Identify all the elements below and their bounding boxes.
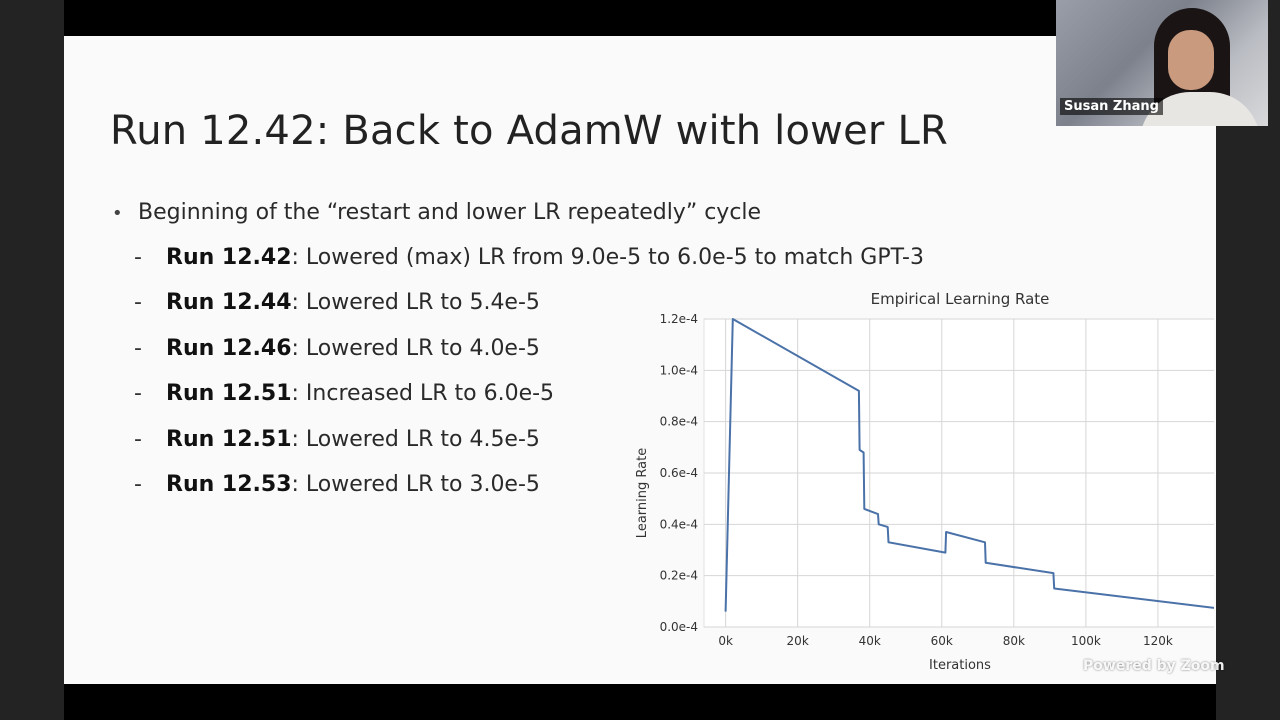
- y-tick-label: 1.0e-4: [660, 363, 698, 377]
- window-left-edge: [0, 0, 64, 720]
- dash-marker: -: [134, 472, 142, 497]
- run-name: Run 12.53: [166, 472, 292, 497]
- y-tick-label: 0.8e-4: [660, 415, 698, 429]
- y-tick-label: 1.2e-4: [660, 312, 698, 326]
- x-tick-label: 20k: [787, 634, 809, 648]
- run-name: Run 12.51: [166, 427, 292, 452]
- run-name: Run 12.51: [166, 381, 292, 406]
- run-description: : Lowered LR to 5.4e-5: [291, 290, 540, 315]
- sub-bullet: - Run 12.42: Lowered (max) LR from 9.0e-5…: [134, 245, 924, 270]
- y-tick-label: 0.2e-4: [660, 569, 698, 583]
- y-tick-label: 0.4e-4: [660, 517, 698, 531]
- dash-marker: -: [134, 427, 142, 452]
- sub-bullet: - Run 12.46: Lowered LR to 4.0e-5: [134, 336, 540, 361]
- x-tick-label: 0k: [718, 634, 733, 648]
- dash-marker: -: [134, 290, 142, 315]
- run-description: : Lowered LR to 4.5e-5: [291, 427, 540, 452]
- participant-face: [1168, 30, 1214, 90]
- run-name: Run 12.44: [166, 290, 292, 315]
- screen-share-top-bar: [64, 0, 1216, 36]
- learning-rate-chart: Empirical Learning Rate Iterations Learn…: [635, 290, 1214, 673]
- slide-title: Run 12.42: Back to AdamW with lower LR: [110, 108, 948, 154]
- bullet-dot: •: [112, 203, 123, 224]
- sub-bullet: - Run 12.44: Lowered LR to 5.4e-5: [134, 290, 540, 315]
- participant-name: Susan Zhang: [1060, 98, 1163, 115]
- x-tick-label: 80k: [1003, 634, 1025, 648]
- run-name: Run 12.46: [166, 336, 292, 361]
- main-bullet-text: Beginning of the “restart and lower LR r…: [138, 200, 762, 225]
- x-tick-label: 100k: [1071, 634, 1101, 648]
- sub-bullet: - Run 12.51: Increased LR to 6.0e-5: [134, 381, 554, 406]
- plot-area: 0.0e-4 0.2e-4 0.4e-4 0.6e-4 0.8e-4 1.0e-4 1.2e…: [660, 312, 1214, 648]
- run-description: : Lowered LR to 3.0e-5: [291, 472, 540, 497]
- run-description: : Lowered (max) LR from 9.0e-5 to 6.0e-5…: [291, 245, 924, 270]
- y-tick-label: 0.0e-4: [660, 620, 698, 634]
- sub-bullet: - Run 12.51: Lowered LR to 4.5e-5: [134, 427, 540, 452]
- chart-title: Empirical Learning Rate: [871, 290, 1050, 308]
- presentation-slide: Run 12.42: Back to AdamW with lower LR •…: [64, 36, 1216, 684]
- sub-bullet: - Run 12.53: Lowered LR to 3.0e-5: [134, 472, 540, 497]
- participant-video-tile[interactable]: Susan Zhang: [1056, 0, 1268, 126]
- run-description: : Lowered LR to 4.0e-5: [291, 336, 540, 361]
- run-description: : Increased LR to 6.0e-5: [291, 381, 555, 406]
- x-tick-label: 120k: [1143, 634, 1173, 648]
- learning-rate-line: [724, 318, 1214, 612]
- dash-marker: -: [134, 381, 142, 406]
- y-axis-label: Learning Rate: [635, 448, 650, 538]
- zoom-watermark: Powered by Zoom: [1083, 658, 1225, 674]
- dash-marker: -: [134, 245, 142, 270]
- y-tick-label: 0.6e-4: [660, 466, 698, 480]
- x-tick-label: 40k: [859, 634, 881, 648]
- dash-marker: -: [134, 336, 142, 361]
- main-bullet: • Beginning of the “restart and lower LR …: [112, 200, 761, 225]
- x-tick-label: 60k: [931, 634, 953, 648]
- run-name: Run 12.42: [166, 245, 292, 270]
- x-axis-label: Iterations: [929, 658, 991, 673]
- screen-share-bottom-bar: [64, 684, 1216, 720]
